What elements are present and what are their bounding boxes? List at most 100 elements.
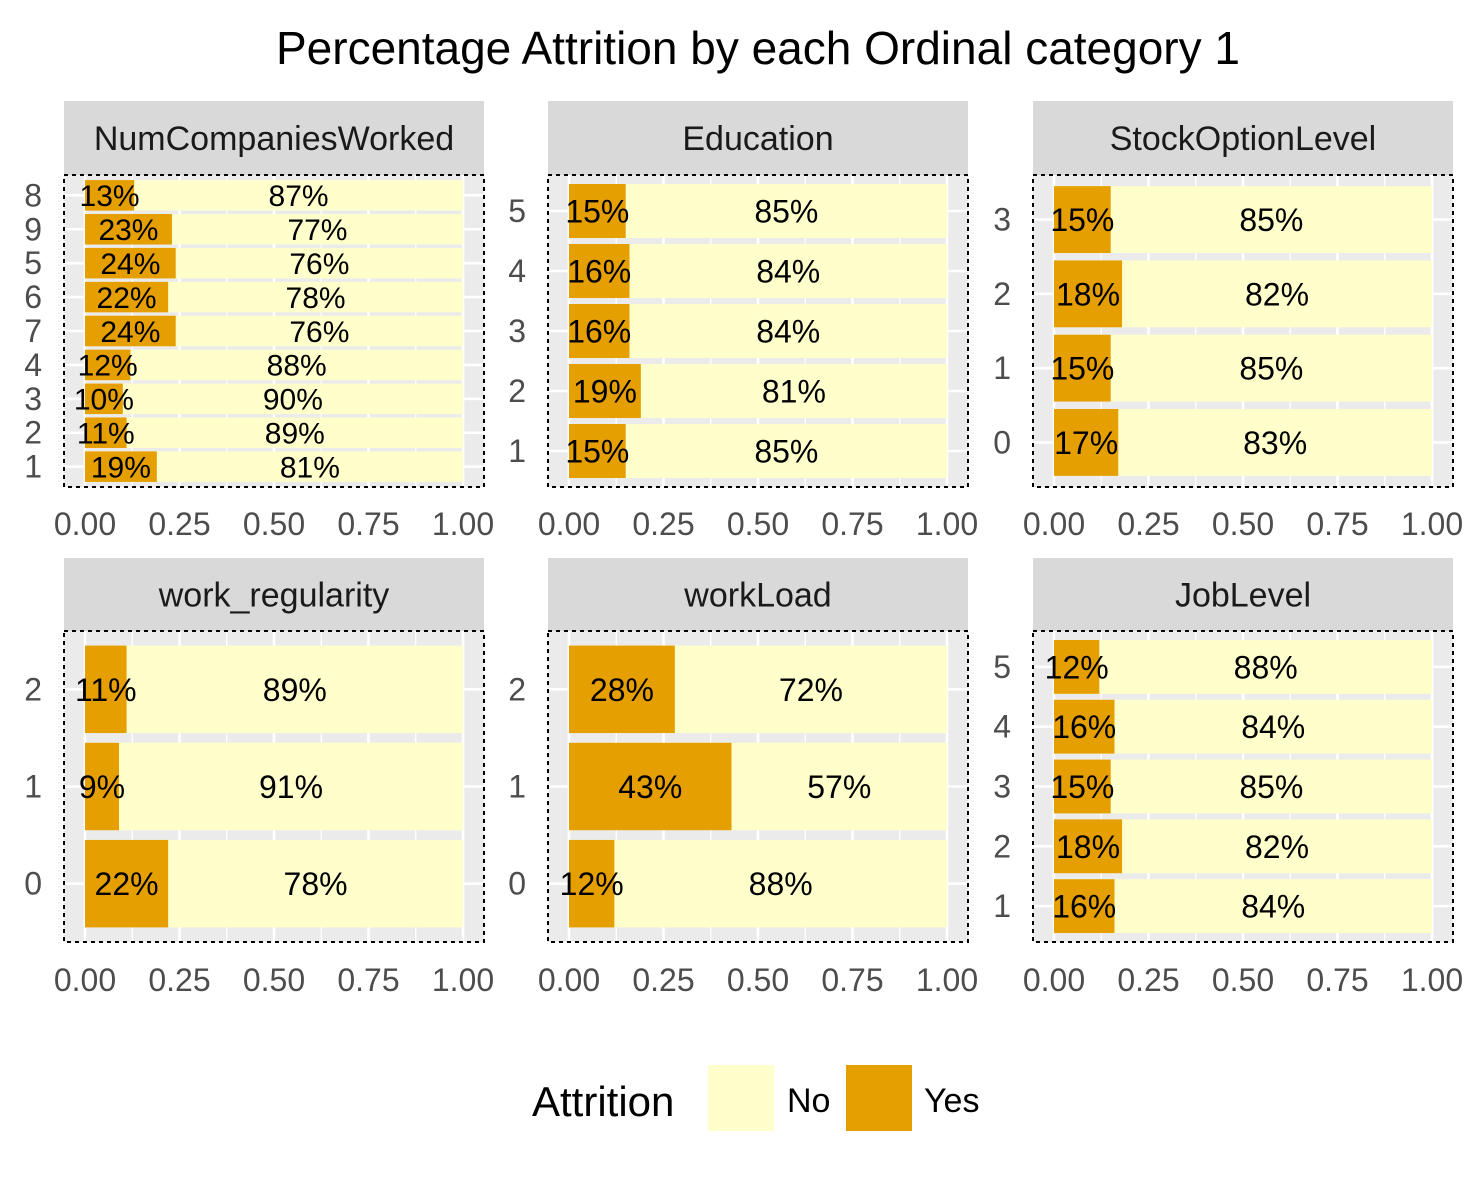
data-label-no: 89% [263,672,327,708]
bar-yes [569,364,641,418]
bar-yes [85,315,176,347]
data-label-yes: 22% [95,866,159,902]
x-tick-label: 0.00 [538,506,600,542]
panel-JobLevel: JobLevel 12% 88% 5 16% 84% 4 15% 85% 3 18% 82% 2 16% 8… [993,558,1463,998]
x-tick-label: 0.50 [1212,962,1274,998]
data-label-yes: 16% [567,314,631,350]
panel-StockOptionLevel: StockOptionLevel 15% 85% 3 18% 82% 2 15% 85% 1 17%… [993,101,1463,542]
data-label-no: 78% [286,282,346,315]
data-label-yes: 18% [1056,276,1120,312]
panel-workLoad: workLoad 28% 72% 2 43% 57% 1 12% 88% 0 0.00 0.25 0.5… [508,558,978,998]
data-label-yes: 9% [79,769,125,805]
data-label-yes: 19% [91,451,151,484]
x-tick-label: 0.75 [337,962,399,998]
y-tick-label: 2 [508,671,526,707]
legend-label-no: No [787,1082,830,1120]
bar-yes [1054,879,1115,934]
x-tick-label: 1.00 [916,962,978,998]
data-label-no: 85% [754,434,818,470]
data-label-yes: 28% [590,672,654,708]
x-tick-label: 0.75 [821,506,883,542]
bar-yes [569,184,626,238]
bar-yes [1054,260,1123,328]
y-tick-label: 6 [24,279,42,315]
y-tick-label: 1 [24,769,42,805]
legend-title: Attrition [532,1078,674,1125]
bar-no [569,839,947,928]
bar-yes [1054,759,1111,814]
bar-no [1054,879,1432,934]
bar-yes [569,742,732,831]
x-tick-label: 0.00 [538,962,600,998]
y-tick-label: 1 [993,888,1011,924]
data-label-yes: 11% [75,672,137,708]
x-tick-label: 0.75 [1306,962,1368,998]
facet-strip [1033,101,1453,175]
data-label-yes: 24% [100,316,160,349]
y-tick-label: 3 [508,313,526,349]
legend-label-yes: Yes [924,1082,979,1120]
data-label-yes: 15% [1050,202,1114,238]
data-label-yes: 19% [573,374,637,410]
data-label-no: 77% [287,214,347,247]
panel-border [63,174,485,488]
bar-yes [85,349,131,381]
data-label-no: 88% [1234,649,1298,685]
bar-yes [85,383,123,415]
y-tick-label: 0 [508,866,526,902]
data-label-no: 82% [1245,276,1309,312]
facet-label: JobLevel [1175,577,1311,615]
x-tick-label: 1.00 [1401,506,1463,542]
bar-no [1054,759,1432,814]
panel-border [547,630,969,943]
x-tick-label: 0.25 [1117,962,1179,998]
bar-yes [85,214,172,245]
panel-NumCompaniesWorked: NumCompaniesWorked 13% 87% 8 23% 77% 9 24% 76% 5 2… [24,101,494,542]
x-tick-label: 0.75 [821,962,883,998]
panel-border [63,630,485,943]
y-tick-label: 3 [993,202,1011,238]
y-tick-label: 1 [24,449,42,485]
legend-swatch-yes [846,1065,912,1131]
bar-yes [569,304,630,358]
x-tick-label: 0.00 [54,506,116,542]
data-label-no: 83% [1243,425,1307,461]
bar-yes [85,180,135,211]
x-tick-label: 0.75 [1306,506,1368,542]
bar-yes [1054,819,1123,874]
facet-strip [1033,558,1453,631]
x-tick-label: 0.00 [54,962,116,998]
data-label-no: 91% [259,769,323,805]
bar-no [85,349,463,381]
data-label-no: 85% [1239,202,1303,238]
data-label-yes: 10% [74,384,134,417]
bar-yes [569,839,615,928]
data-label-no: 84% [1241,709,1305,745]
data-label-no: 88% [749,866,813,902]
data-label-no: 87% [269,180,329,213]
x-tick-label: 0.50 [243,506,305,542]
panels: NumCompaniesWorked 13% 87% 8 23% 77% 9 24% 76% 5 2… [24,101,1463,998]
bar-no [1054,699,1432,754]
facet-strip [64,558,484,631]
bar-yes [569,645,675,734]
facet-strip [548,558,968,631]
data-label-yes: 15% [1050,351,1114,387]
x-tick-label: 1.00 [432,506,494,542]
y-tick-label: 4 [24,347,42,383]
data-label-yes: 12% [1045,649,1109,685]
legend: Attrition No Yes [532,1065,979,1131]
chart-title: Percentage Attrition by each Ordinal cat… [276,22,1240,74]
y-tick-label: 2 [993,828,1011,864]
data-label-no: 84% [756,314,820,350]
data-label-no: 76% [289,248,349,281]
data-label-no: 85% [1239,351,1303,387]
x-tick-label: 0.50 [1212,506,1274,542]
bar-yes [85,417,127,448]
bar-yes [1054,186,1111,253]
y-tick-label: 1 [508,769,526,805]
y-tick-label: 5 [24,245,42,281]
facet-label: StockOptionLevel [1110,120,1377,158]
panel-Education: Education 15% 85% 5 16% 84% 4 16% 84% 3 19% 81% 2 15%… [508,101,978,542]
